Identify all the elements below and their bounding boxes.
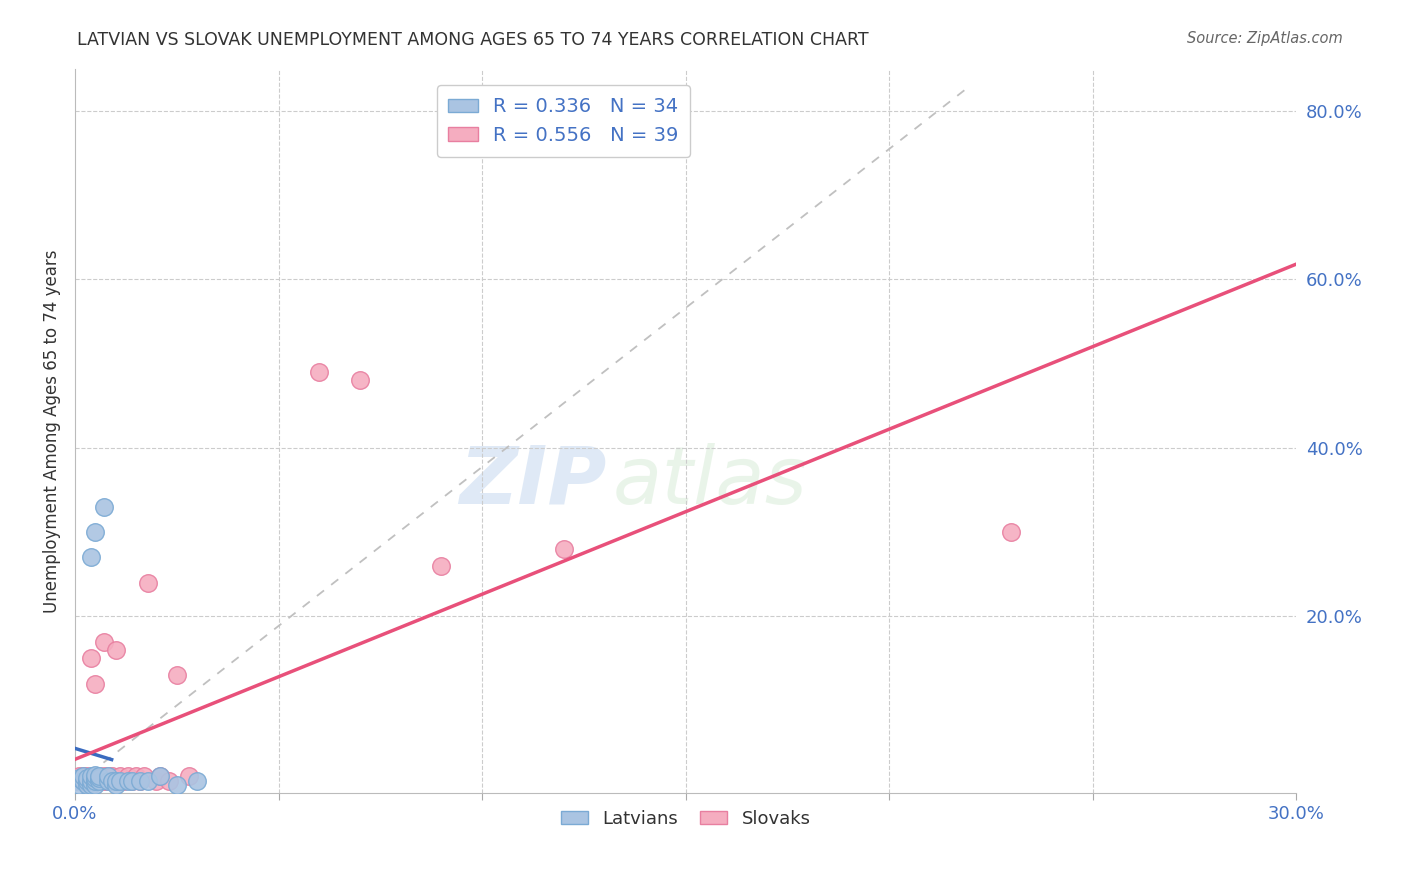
Latvians [104, 773, 127, 788]
Latvians [108, 773, 131, 788]
Latvians [80, 773, 103, 788]
Slovaks [1000, 524, 1022, 539]
Latvians [149, 770, 172, 784]
Latvians [80, 550, 103, 565]
Slovaks [104, 643, 127, 657]
Latvians [76, 771, 98, 785]
Latvians [89, 770, 111, 784]
Slovaks [72, 773, 94, 788]
Latvians [84, 768, 107, 782]
Slovaks [93, 770, 115, 784]
Latvians [136, 773, 159, 788]
Latvians [186, 773, 208, 788]
Slovaks [177, 770, 200, 784]
Latvians [84, 778, 107, 792]
Latvians [129, 773, 152, 788]
Latvians [84, 773, 107, 788]
Slovaks [93, 773, 115, 788]
Latvians [84, 771, 107, 785]
Latvians [80, 778, 103, 792]
Slovaks [308, 365, 330, 379]
Slovaks [84, 677, 107, 691]
Latvians [100, 773, 122, 788]
Latvians [67, 778, 90, 792]
Latvians [97, 770, 120, 784]
Slovaks [430, 558, 453, 573]
Latvians [80, 770, 103, 784]
Slovaks [117, 770, 139, 784]
Slovaks [166, 668, 188, 682]
Slovaks [349, 373, 371, 387]
Latvians [72, 770, 94, 784]
Latvians [89, 773, 111, 788]
Slovaks [112, 773, 135, 788]
Slovaks [149, 770, 172, 784]
Latvians [76, 773, 98, 788]
Slovaks [157, 773, 180, 788]
Slovaks [84, 773, 107, 788]
Slovaks [80, 651, 103, 665]
Latvians [76, 778, 98, 792]
Latvians [72, 773, 94, 788]
Slovaks [76, 773, 98, 788]
Y-axis label: Unemployment Among Ages 65 to 74 years: Unemployment Among Ages 65 to 74 years [44, 249, 60, 613]
Latvians [166, 778, 188, 792]
Latvians [93, 500, 115, 514]
Latvians [67, 771, 90, 785]
Latvians [104, 778, 127, 792]
Legend: Latvians, Slovaks: Latvians, Slovaks [554, 803, 818, 835]
Text: LATVIAN VS SLOVAK UNEMPLOYMENT AMONG AGES 65 TO 74 YEARS CORRELATION CHART: LATVIAN VS SLOVAK UNEMPLOYMENT AMONG AGE… [77, 31, 869, 49]
Slovaks [104, 773, 127, 788]
Slovaks [108, 770, 131, 784]
Text: atlas: atlas [613, 442, 807, 521]
Slovaks [136, 575, 159, 590]
Latvians [97, 773, 120, 788]
Latvians [84, 524, 107, 539]
Text: Source: ZipAtlas.com: Source: ZipAtlas.com [1187, 31, 1343, 46]
Slovaks [89, 770, 111, 784]
Slovaks [553, 541, 575, 556]
Slovaks [97, 770, 120, 784]
Slovaks [63, 773, 86, 788]
Slovaks [129, 773, 152, 788]
Latvians [89, 771, 111, 785]
Slovaks [80, 773, 103, 788]
Latvians [63, 773, 86, 788]
Slovaks [134, 770, 156, 784]
Latvians [121, 773, 143, 788]
Slovaks [93, 634, 115, 648]
Text: ZIP: ZIP [458, 442, 606, 521]
Slovaks [89, 773, 111, 788]
Slovaks [72, 770, 94, 784]
Slovaks [100, 773, 122, 788]
Slovaks [67, 770, 90, 784]
Slovaks [145, 773, 167, 788]
Latvians [117, 773, 139, 788]
Slovaks [125, 770, 148, 784]
Slovaks [100, 770, 122, 784]
Slovaks [97, 773, 120, 788]
Slovaks [121, 773, 143, 788]
Slovaks [76, 770, 98, 784]
